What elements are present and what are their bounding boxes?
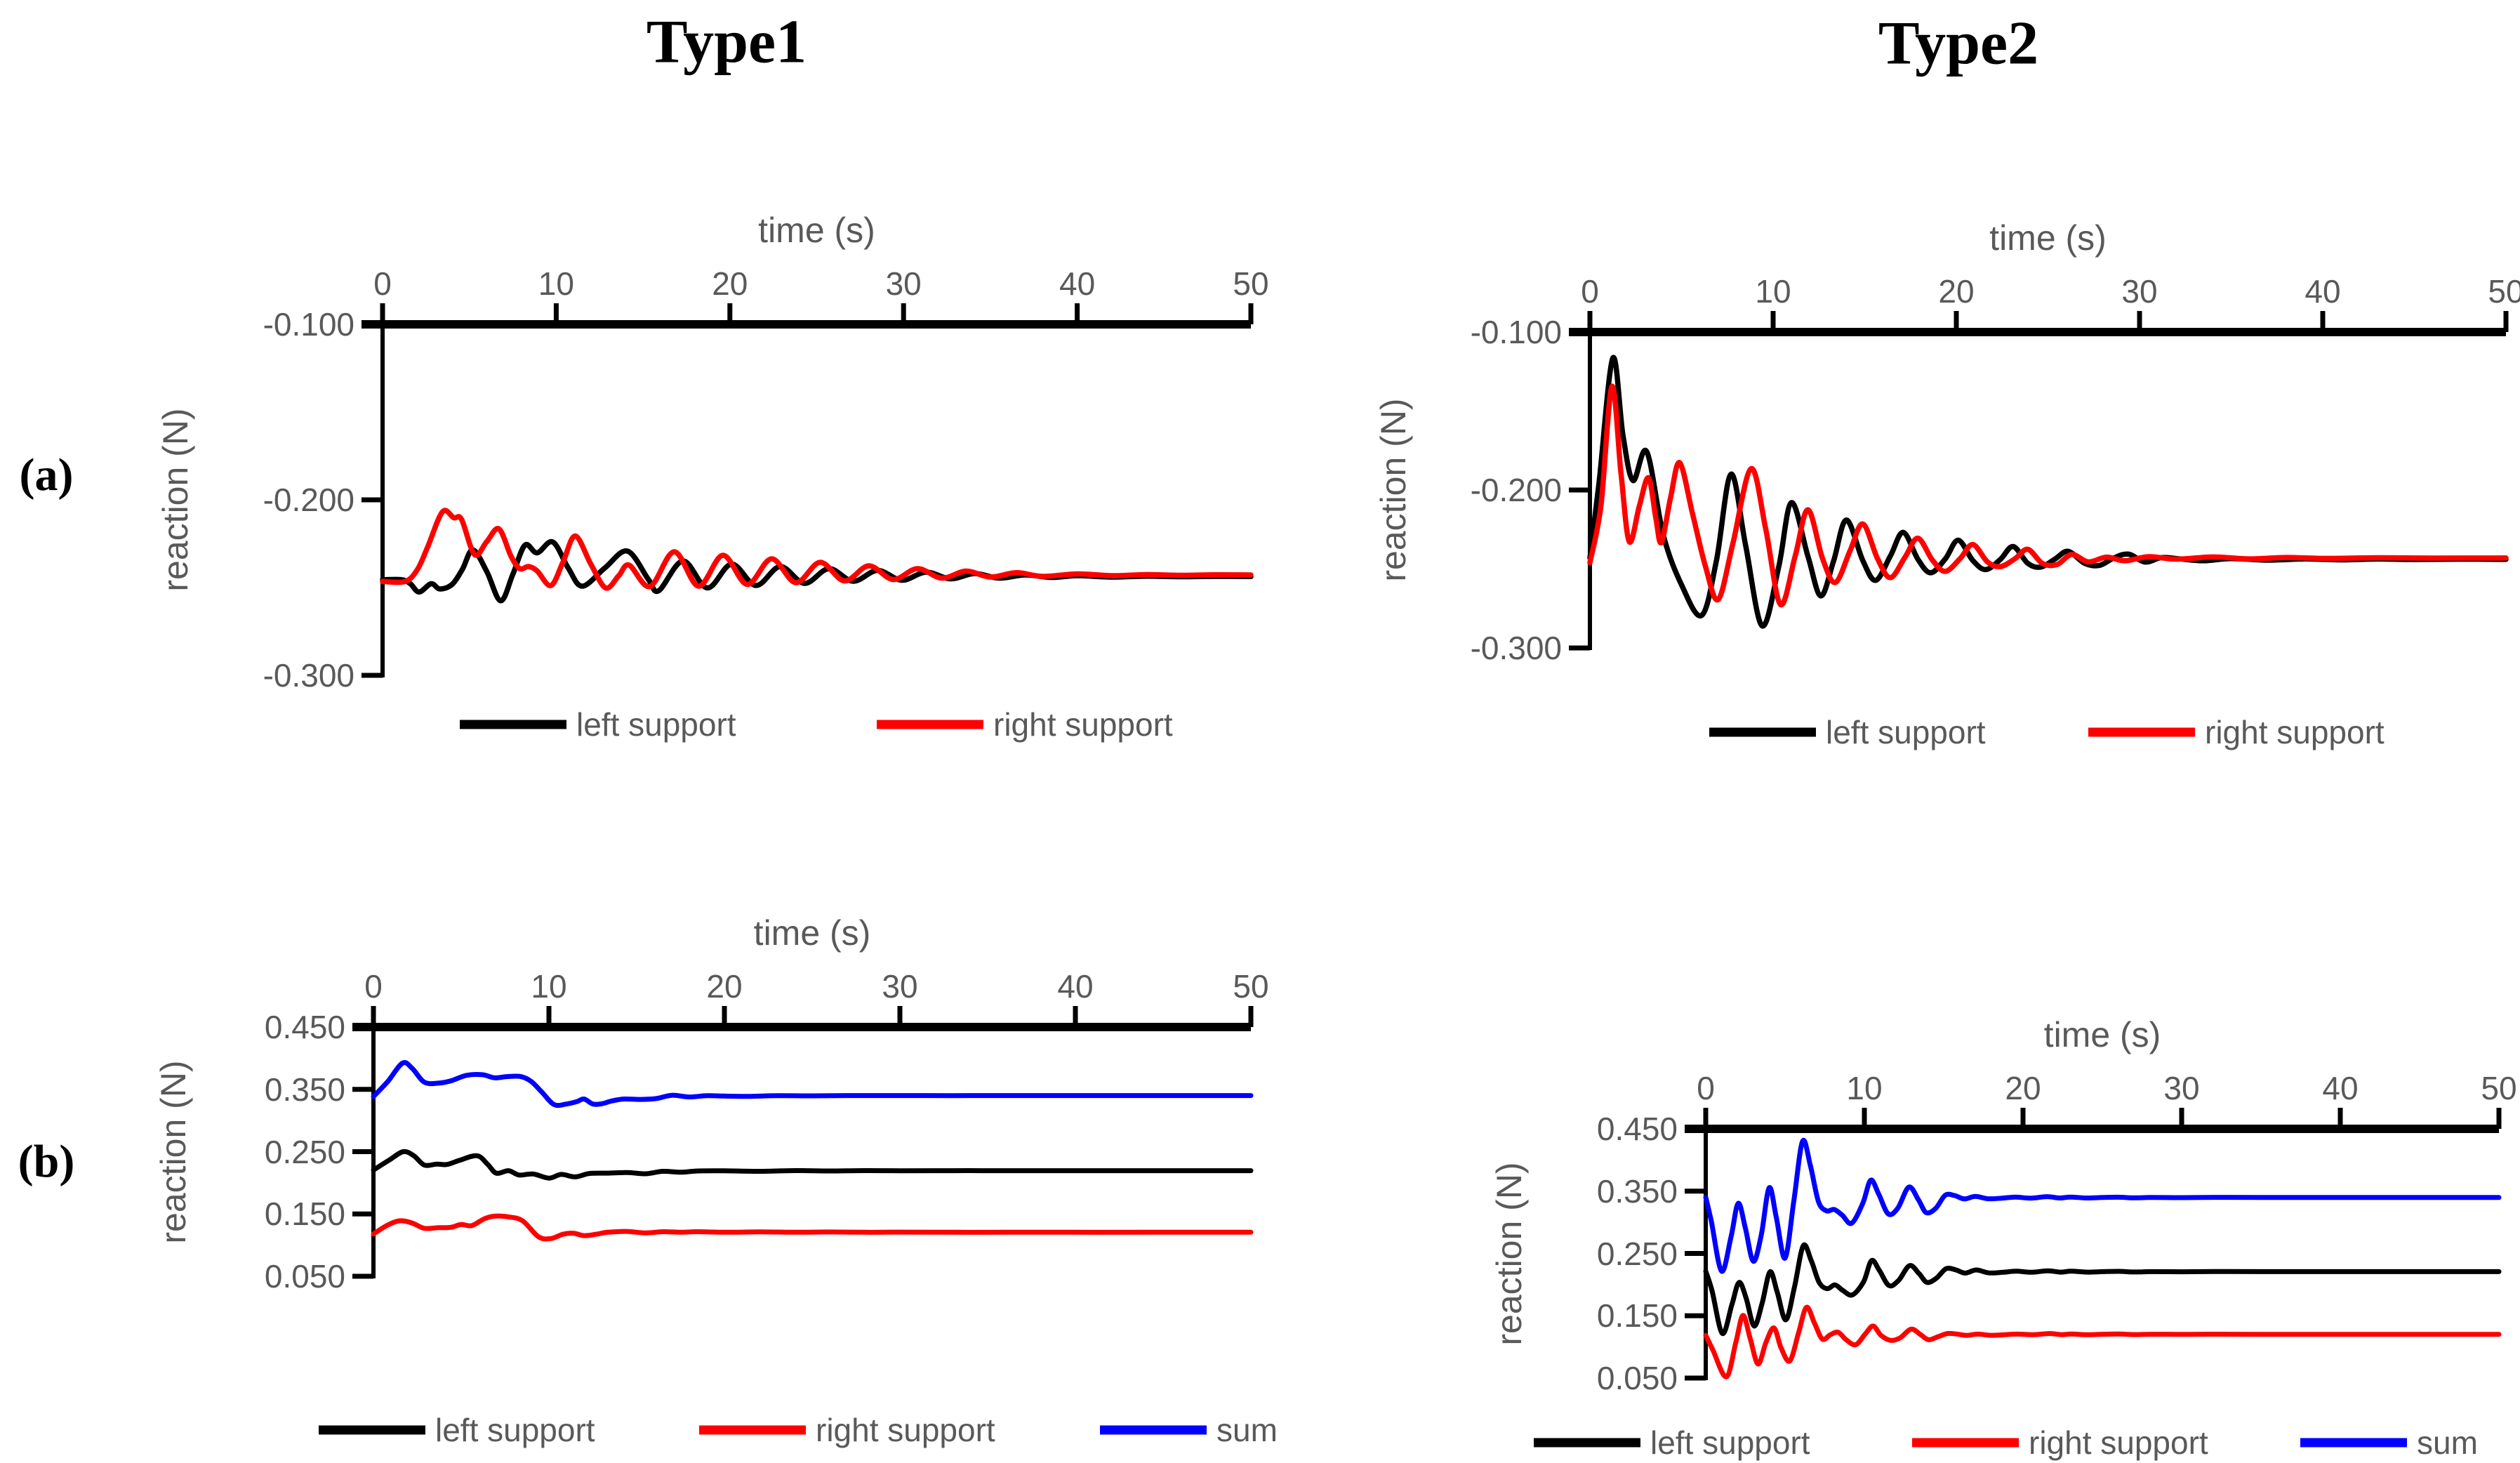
- tr-x-tick-label: 30: [2121, 273, 2158, 310]
- tr-x-tick-label: 20: [1938, 273, 1975, 310]
- tr-x-tick-label: 50: [2488, 273, 2520, 310]
- br-chart: [1534, 1108, 2502, 1448]
- tr-x-tick-label: 10: [1755, 273, 1791, 310]
- br-x-tick-label: 30: [2163, 1070, 2200, 1106]
- bl-y-tick-label: 0.450: [264, 1009, 345, 1045]
- column-title-type2: Type2: [1878, 9, 2039, 78]
- tr-y-tick-label: -0.200: [1470, 472, 1562, 508]
- tr-curve-right-support: [1587, 383, 2509, 608]
- br-curve-left-support: [1703, 1242, 2502, 1337]
- tl-legend-label-left-support: left support: [576, 706, 736, 743]
- br-curve-right-support: [1703, 1304, 2502, 1379]
- tl-curve-left-support: [380, 538, 1254, 604]
- br-x-tick-label: 40: [2322, 1070, 2359, 1106]
- br-x-tick-label: 50: [2481, 1070, 2517, 1106]
- tr-chart: [1569, 311, 2509, 737]
- row-label-b: (b): [18, 1136, 75, 1187]
- br-legend-label-right-support: right support: [2029, 1424, 2208, 1461]
- tl-y-tick-label: -0.200: [263, 482, 354, 518]
- column-title-type1: Type1: [646, 8, 807, 77]
- bl-legend-label-sum: sum: [1216, 1412, 1278, 1448]
- tr-x-tick-label: 0: [1581, 273, 1599, 310]
- bl-y-tick-label: 0.150: [264, 1196, 345, 1233]
- bl-x-tick-label: 30: [882, 968, 918, 1005]
- tl-legend-label-right-support: right support: [993, 706, 1173, 743]
- bl-x-tick-label: 50: [1233, 968, 1269, 1005]
- br-y-tick-label: 0.250: [1596, 1235, 1678, 1272]
- tl-y-axis-title: reaction (N): [156, 408, 195, 592]
- bl-x-tick-label: 40: [1057, 968, 1094, 1005]
- tr-legend-label-left-support: left support: [1826, 714, 1986, 750]
- tl-x-tick-label: 30: [885, 265, 922, 302]
- tl-x-tick-label: 0: [373, 265, 392, 302]
- br-x-tick-label: 0: [1697, 1070, 1715, 1106]
- br-x-axis-title: time (s): [2043, 1015, 2161, 1054]
- row-label-a: (a): [19, 449, 74, 501]
- bl-y-tick-label: 0.050: [264, 1258, 345, 1295]
- tr-legend-label-right-support: right support: [2205, 714, 2385, 750]
- bl-curve-right-support: [371, 1213, 1254, 1242]
- tl-x-axis-title: time (s): [758, 211, 875, 250]
- bl-x-axis-title: time (s): [753, 913, 871, 953]
- br-x-tick-label: 20: [2005, 1070, 2041, 1106]
- br-legend-label-left-support: left support: [1650, 1424, 1810, 1461]
- bl-curve-sum: [371, 1060, 1254, 1108]
- bl-chart: [319, 1006, 1254, 1435]
- tl-x-tick-label: 40: [1059, 265, 1096, 302]
- tr-y-tick-label: -0.100: [1470, 314, 1562, 350]
- tl-chart: [362, 303, 1254, 729]
- br-curve-sum: [1703, 1137, 2502, 1274]
- bl-x-tick-label: 0: [364, 968, 383, 1005]
- bl-legend-label-right-support: right support: [816, 1412, 995, 1448]
- tr-y-tick-label: -0.300: [1470, 630, 1562, 666]
- tr-curve-left-support: [1587, 355, 2509, 629]
- tl-curve-right-support: [380, 508, 1254, 591]
- tl-x-tick-label: 10: [538, 265, 574, 302]
- bl-y-tick-label: 0.350: [264, 1071, 345, 1108]
- tr-y-axis-title: reaction (N): [1374, 398, 1413, 582]
- br-y-tick-label: 0.350: [1596, 1172, 1678, 1210]
- tl-y-tick-label: -0.300: [263, 657, 354, 694]
- tl-y-tick-label: -0.100: [263, 306, 354, 343]
- bl-y-tick-label: 0.250: [264, 1133, 345, 1170]
- tr-x-axis-title: time (s): [1989, 218, 2107, 258]
- br-x-tick-label: 10: [1846, 1070, 1883, 1106]
- tl-x-tick-label: 50: [1233, 265, 1269, 302]
- bl-y-axis-title: reaction (N): [154, 1059, 193, 1244]
- br-y-tick-label: 0.450: [1596, 1111, 1678, 1147]
- bl-curve-left-support: [371, 1148, 1254, 1181]
- br-y-axis-title: reaction (N): [1490, 1161, 1529, 1346]
- tr-x-tick-label: 40: [2305, 273, 2341, 310]
- tl-x-tick-label: 20: [712, 265, 748, 302]
- bl-legend-label-left-support: left support: [435, 1412, 595, 1448]
- br-y-tick-label: 0.050: [1596, 1360, 1678, 1396]
- br-legend-label-sum: sum: [2417, 1424, 2478, 1461]
- bl-x-tick-label: 10: [531, 968, 567, 1005]
- br-y-tick-label: 0.150: [1596, 1297, 1678, 1335]
- bl-x-tick-label: 20: [706, 968, 743, 1005]
